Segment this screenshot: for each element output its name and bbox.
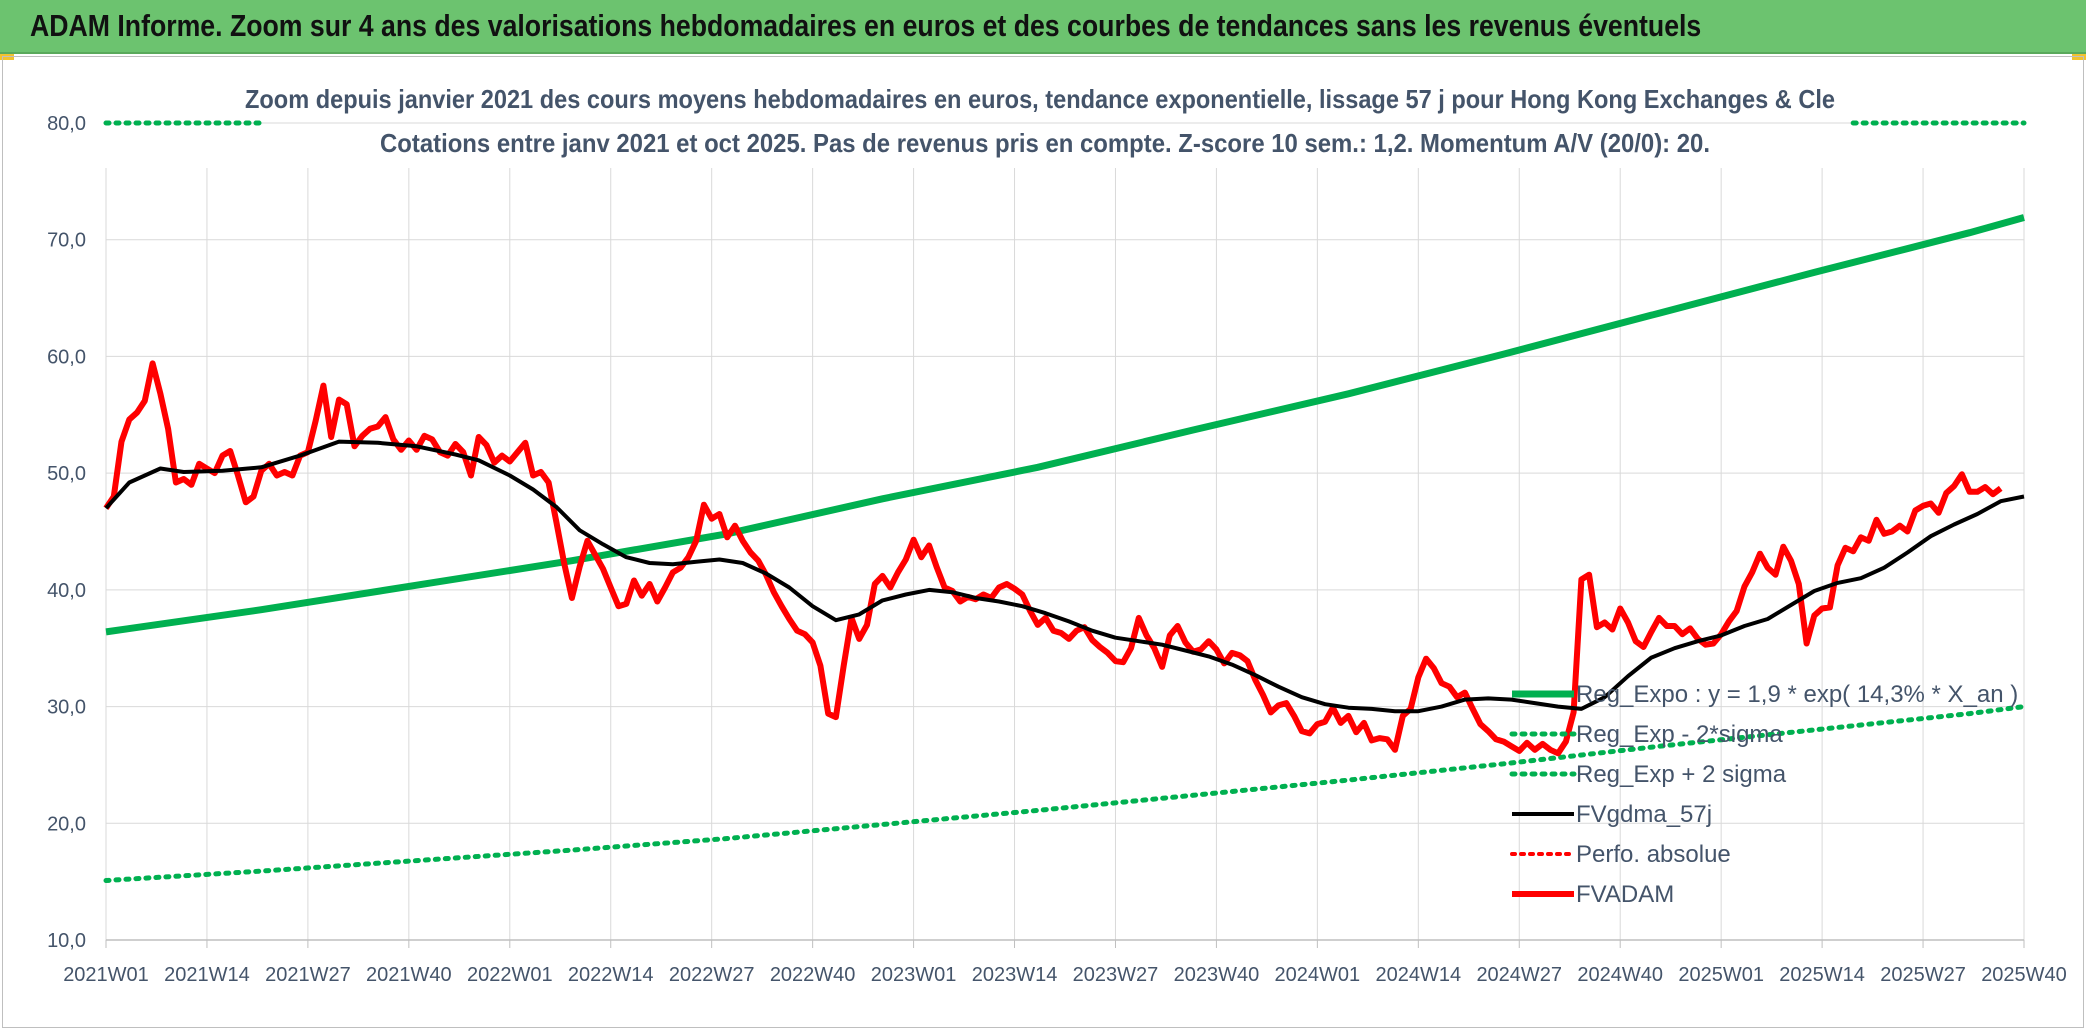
x-tick-label: 2023W27 [1073, 964, 1159, 986]
report-title: ADAM Informe. Zoom sur 4 ans des valoris… [30, 8, 1702, 43]
legend-label: FVADAM [1576, 881, 1674, 908]
banner-corner-right [2072, 54, 2086, 60]
y-axis: 10,0 20,0 30,0 40,0 50,0 60,0 70,0 80,0 [47, 113, 86, 952]
y-tick-label: 70,0 [47, 230, 86, 252]
y-tick-label: 60,0 [47, 346, 86, 368]
x-tick-label: 2024W01 [1275, 964, 1361, 986]
x-tick-label: 2025W14 [1779, 964, 1865, 986]
legend-label: Perfo. absolue [1576, 841, 1731, 868]
series-fvadam-line [103, 360, 2003, 757]
banner-corner-left [0, 54, 14, 60]
x-tick-label: 2023W01 [871, 964, 957, 986]
x-tick-label: 2022W40 [770, 964, 856, 986]
x-tick-label: 2025W27 [1880, 964, 1966, 986]
x-tick-label: 2022W14 [568, 964, 654, 986]
x-tick-label: 2022W27 [669, 964, 755, 986]
x-axis: 2021W01 2021W14 2021W27 2021W40 2022W01 2022W… [63, 939, 2067, 986]
report-banner: ADAM Informe. Zoom sur 4 ans des valoris… [0, 0, 2086, 54]
legend-label: FVgdma_57j [1576, 801, 1712, 828]
series-layer [103, 120, 2027, 883]
x-tick-label: 2024W27 [1476, 964, 1562, 986]
x-tick-label: 2024W40 [1577, 964, 1663, 986]
legend-label: Reg_Expo : y = 1,9 * exp( 14,3% * X_an ) [1576, 681, 2018, 708]
y-tick-label: 80,0 [47, 113, 86, 135]
x-tick-label: 2025W01 [1678, 964, 1764, 986]
y-tick-label: 10,0 [47, 930, 86, 952]
x-tick-label: 2025W40 [1981, 964, 2067, 986]
x-tick-label: 2021W40 [366, 964, 452, 986]
x-tick-label: 2023W40 [1174, 964, 1260, 986]
x-tick-label: 2024W14 [1376, 964, 1462, 986]
gridlines [105, 122, 2025, 941]
series-reg-exp-2-sigma-line [103, 704, 2027, 883]
x-tick-label: 2021W14 [164, 964, 250, 986]
x-tick-label: 2022W01 [467, 964, 553, 986]
legend-label: Reg_Exp + 2 sigma [1576, 761, 1787, 788]
y-tick-label: 20,0 [47, 813, 86, 835]
series-reg-expo-line [105, 214, 2025, 636]
x-tick-label: 2021W01 [63, 964, 149, 986]
legend-label: Reg_Exp - 2*sigma [1576, 721, 1783, 748]
x-tick-label: 2021W27 [265, 964, 351, 986]
chart-title: Zoom depuis janvier 2021 des cours moyen… [245, 84, 1835, 114]
x-tick-label: 2023W14 [972, 964, 1058, 986]
chart-legend: Reg_Expo : y = 1,9 * exp( 14,3% * X_an )… [1509, 681, 2018, 908]
chart-subtitle: Cotations entre janv 2021 et oct 2025. P… [380, 128, 1710, 158]
y-tick-label: 50,0 [47, 463, 86, 485]
y-tick-label: 40,0 [47, 580, 86, 602]
y-tick-label: 30,0 [47, 697, 86, 719]
series-fvgdma-57j-line [104, 439, 2025, 714]
chart-frame [2, 56, 2084, 1028]
